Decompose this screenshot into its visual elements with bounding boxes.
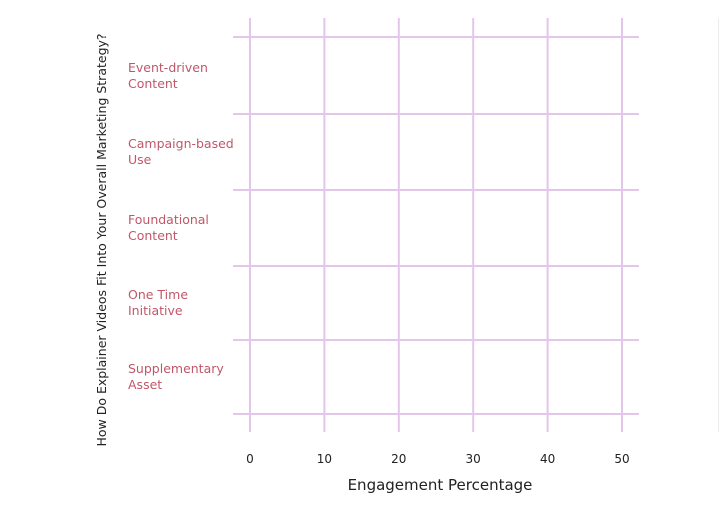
- x-tick-labels: 0 10 20 30 40 50: [246, 452, 629, 466]
- category-label-line: Foundational: [128, 212, 209, 227]
- category-label: One Time Initiative: [128, 287, 238, 319]
- category-label-line: Use: [128, 152, 152, 167]
- x-axis-title: Engagement Percentage: [348, 476, 533, 494]
- category-label-line: Campaign-based: [128, 136, 234, 151]
- x-tick-label: 50: [614, 452, 629, 466]
- category-label-line: Asset: [128, 377, 163, 392]
- category-label-line: Supplementary: [128, 361, 224, 376]
- x-tick-label: 10: [317, 452, 332, 466]
- category-label-line: Content: [128, 228, 178, 243]
- y-axis-title: How Do Explainer Videos Fit Into Your Ov…: [94, 33, 109, 446]
- category-label-line: Event-driven: [128, 59, 208, 75]
- category-label: Campaign-based Use: [128, 136, 238, 168]
- category-label-line: Content: [128, 75, 178, 91]
- x-tick-label: 30: [466, 452, 481, 466]
- x-tick-label: 0: [246, 452, 254, 466]
- grid-lines: [233, 18, 639, 432]
- x-tick-label: 40: [540, 452, 555, 466]
- x-tick-label: 20: [391, 452, 406, 466]
- category-label-line: Initiative: [128, 303, 183, 318]
- category-label-line: One Time: [128, 287, 189, 302]
- category-label: Supplementary Asset: [128, 361, 238, 393]
- category-label: Foundational Content: [128, 212, 238, 244]
- category-label: Event-driven Content: [128, 60, 238, 92]
- right-border-line: [718, 18, 719, 432]
